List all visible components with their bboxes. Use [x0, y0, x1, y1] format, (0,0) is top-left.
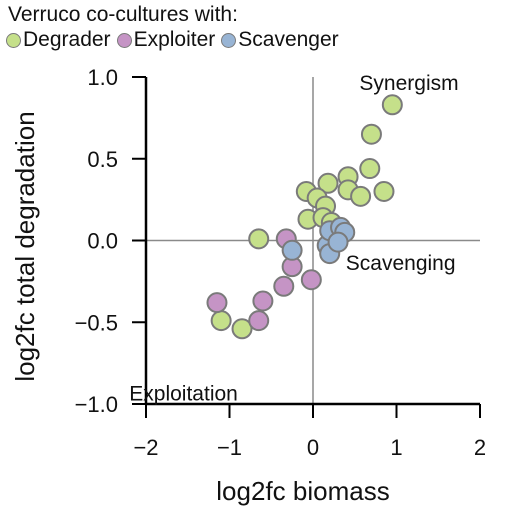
- y-tick-label: −1.0: [75, 392, 118, 417]
- x-axis-label: log2fc biomass: [216, 476, 389, 506]
- legend-entries: Degrader Exploiter Scavenger: [6, 28, 345, 52]
- x-tick-label: −1: [217, 435, 242, 460]
- legend-item-scavenger: Scavenger: [221, 28, 339, 52]
- chart-labels: log2fc biomass log2fc total degradation Sy…: [10, 72, 459, 506]
- y-tick-label: 1.0: [87, 65, 118, 90]
- point-exploiter: [252, 290, 274, 312]
- point-degrader: [248, 228, 270, 250]
- point-degrader: [381, 94, 403, 116]
- y-tick-label: −0.5: [75, 310, 118, 335]
- annotation-scavenging: Scavenging: [346, 252, 456, 275]
- legend-item-exploiter: Exploiter: [116, 28, 216, 52]
- legend-label-degrader: Degrader: [23, 28, 111, 51]
- point-degrader: [359, 158, 381, 180]
- legend-swatch-exploiter: [116, 32, 132, 48]
- x-tick-label: 0: [307, 435, 319, 460]
- point-exploiter: [248, 310, 270, 332]
- point-degrader: [350, 185, 372, 207]
- point-exploiter: [206, 292, 228, 314]
- point-scavenger: [327, 231, 349, 253]
- annotation-exploitation: Exploitation: [129, 383, 238, 406]
- y-axis-label: log2fc total degradation: [10, 111, 40, 381]
- y-tick-label: 0.5: [87, 147, 118, 172]
- legend-label-scavenger: Scavenger: [238, 28, 339, 51]
- legend-swatch-scavenger: [221, 32, 237, 48]
- point-degrader: [210, 310, 232, 332]
- point-exploiter: [300, 269, 322, 291]
- point-degrader: [231, 318, 253, 340]
- legend-title: Verruco co-cultures with:: [8, 3, 238, 26]
- x-tick-label: −2: [133, 435, 158, 460]
- point-degrader: [360, 123, 382, 145]
- y-tick-label: 0.0: [87, 229, 118, 254]
- x-tick-label: 2: [474, 435, 486, 460]
- point-scavenger: [281, 239, 303, 261]
- data-points: [206, 94, 403, 340]
- axes: −2 −1 0 1 2 −1.0 −0.5 0.0 0.5 1.0: [75, 65, 487, 460]
- point-degrader: [373, 180, 395, 202]
- x-tick-label: 1: [390, 435, 402, 460]
- legend-label-exploiter: Exploiter: [133, 28, 216, 51]
- annotation-synergism: Synergism: [359, 72, 458, 95]
- point-exploiter: [273, 275, 295, 297]
- point-degrader: [317, 172, 339, 194]
- legend-swatch-degrader: [6, 32, 21, 48]
- legend-item-degrader: Degrader: [6, 28, 111, 52]
